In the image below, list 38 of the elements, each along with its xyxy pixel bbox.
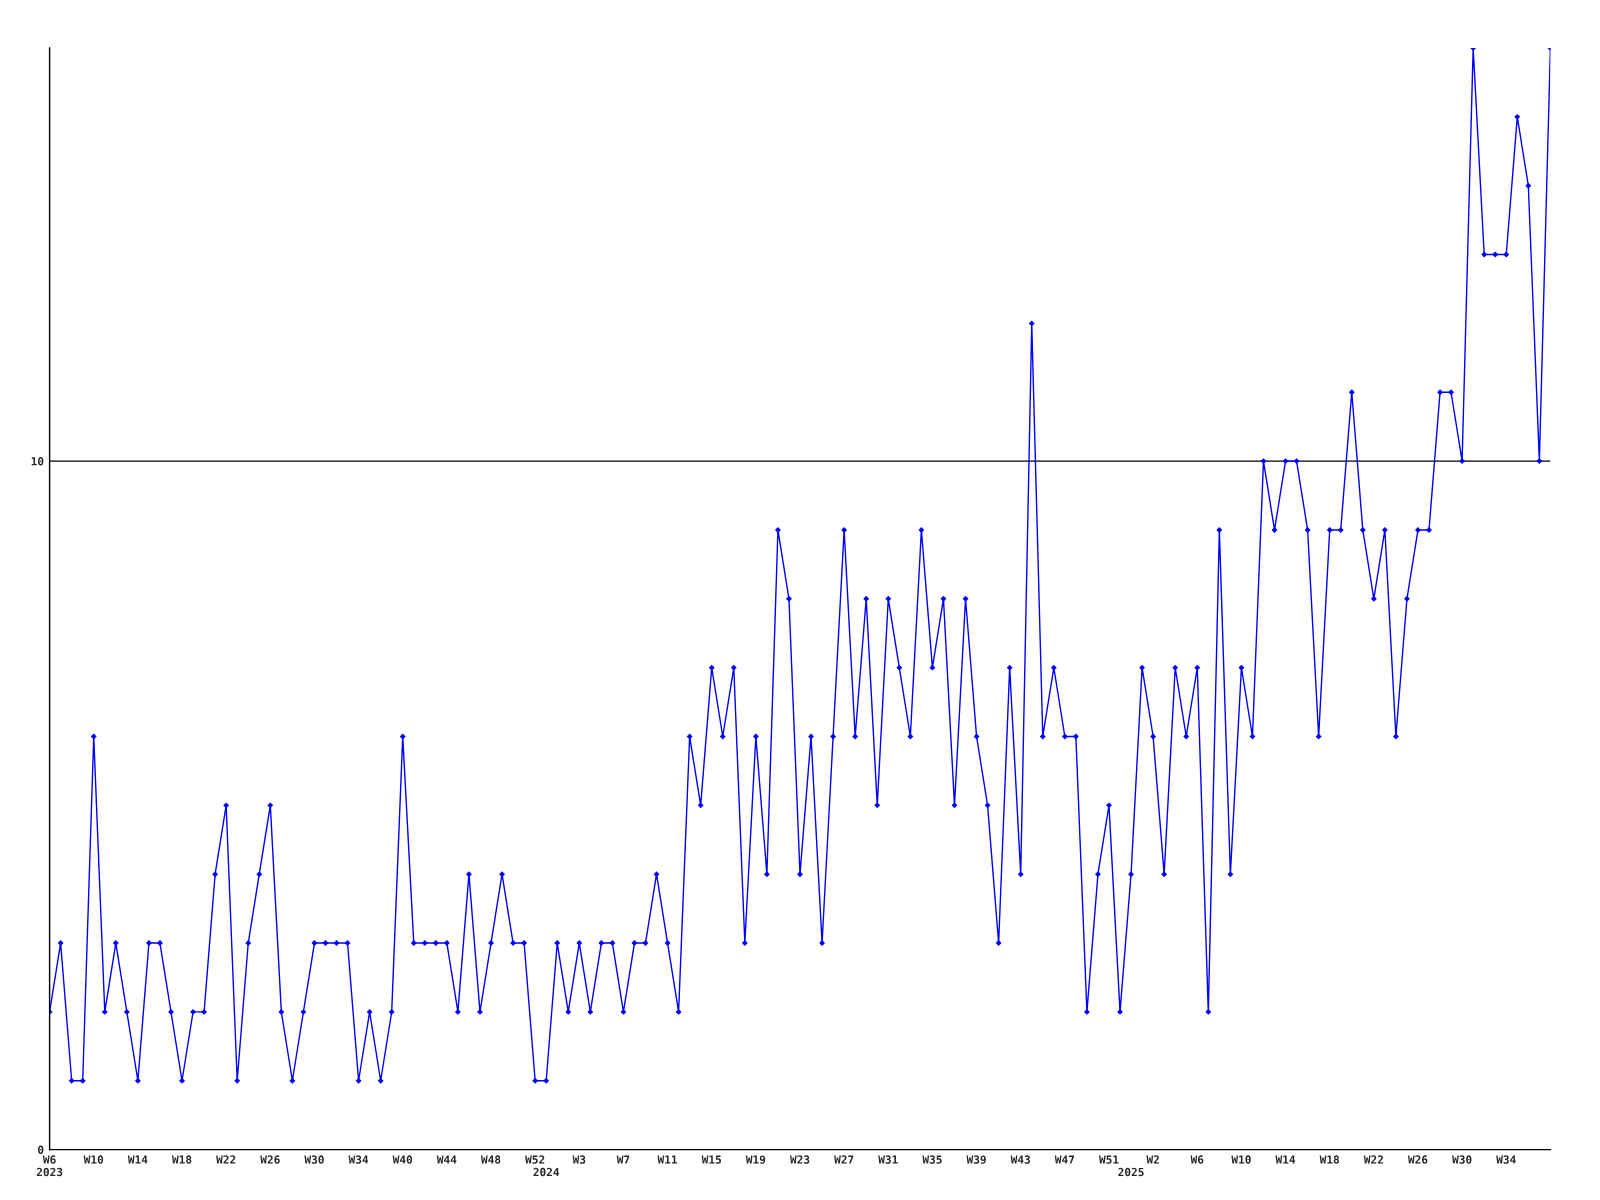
x-tick-label: W44 [436, 1155, 457, 1164]
y-tick-label: 0 [38, 1145, 44, 1154]
x-tick-label: W48 [480, 1155, 501, 1164]
x-tick-label: W10 [83, 1155, 104, 1164]
x-tick-label: W22 [216, 1155, 236, 1164]
x-tick-label: W7 [616, 1155, 630, 1164]
x-tick-label: W26 [260, 1155, 280, 1164]
x-tick-label: W18 [171, 1155, 192, 1164]
x-tick-label: W2 [1146, 1155, 1159, 1164]
x-tick-label: 2025 [1118, 1167, 1144, 1177]
x-tick-label: W43 [1010, 1155, 1031, 1164]
x-tick-label: W6 2023 [36, 1155, 63, 1177]
x-tick-label: W26 [1407, 1155, 1428, 1164]
x-tick-label: W6 [1190, 1155, 1204, 1164]
x-tick-label: W40 [392, 1155, 413, 1164]
x-tick-label: W51 [1098, 1155, 1119, 1164]
x-tick-label: W30 [1452, 1155, 1472, 1164]
x-tick-label: W19 [745, 1155, 766, 1164]
x-tick-label: W47 [1054, 1155, 1075, 1164]
x-tick-label: W15 [701, 1155, 721, 1164]
x-tick-label: 2024 [533, 1167, 560, 1177]
x-tick-label: W34 [1496, 1155, 1516, 1164]
x-tick-label: W35 [922, 1155, 942, 1164]
x-tick-label: W18 [1319, 1155, 1340, 1164]
x-tick-label: W14 [127, 1155, 148, 1164]
x-tick-label: W39 [966, 1155, 986, 1164]
x-tick-label: W14 [1275, 1155, 1296, 1164]
x-tick-label: W52 [525, 1155, 545, 1164]
x-tick-label: W23 [789, 1155, 810, 1164]
x-tick-label: W22 [1363, 1155, 1383, 1164]
x-tick-label: W27 [834, 1155, 854, 1164]
y-tick-label: 10 [31, 457, 44, 466]
x-tick-label: W11 [657, 1155, 678, 1164]
x-tick-label: W31 [878, 1155, 898, 1164]
x-tick-label: W3 [572, 1155, 586, 1164]
x-tick-label: W34 [348, 1155, 369, 1164]
x-tick-label: W10 [1231, 1155, 1251, 1164]
x-tick-label: W30 [304, 1155, 324, 1164]
